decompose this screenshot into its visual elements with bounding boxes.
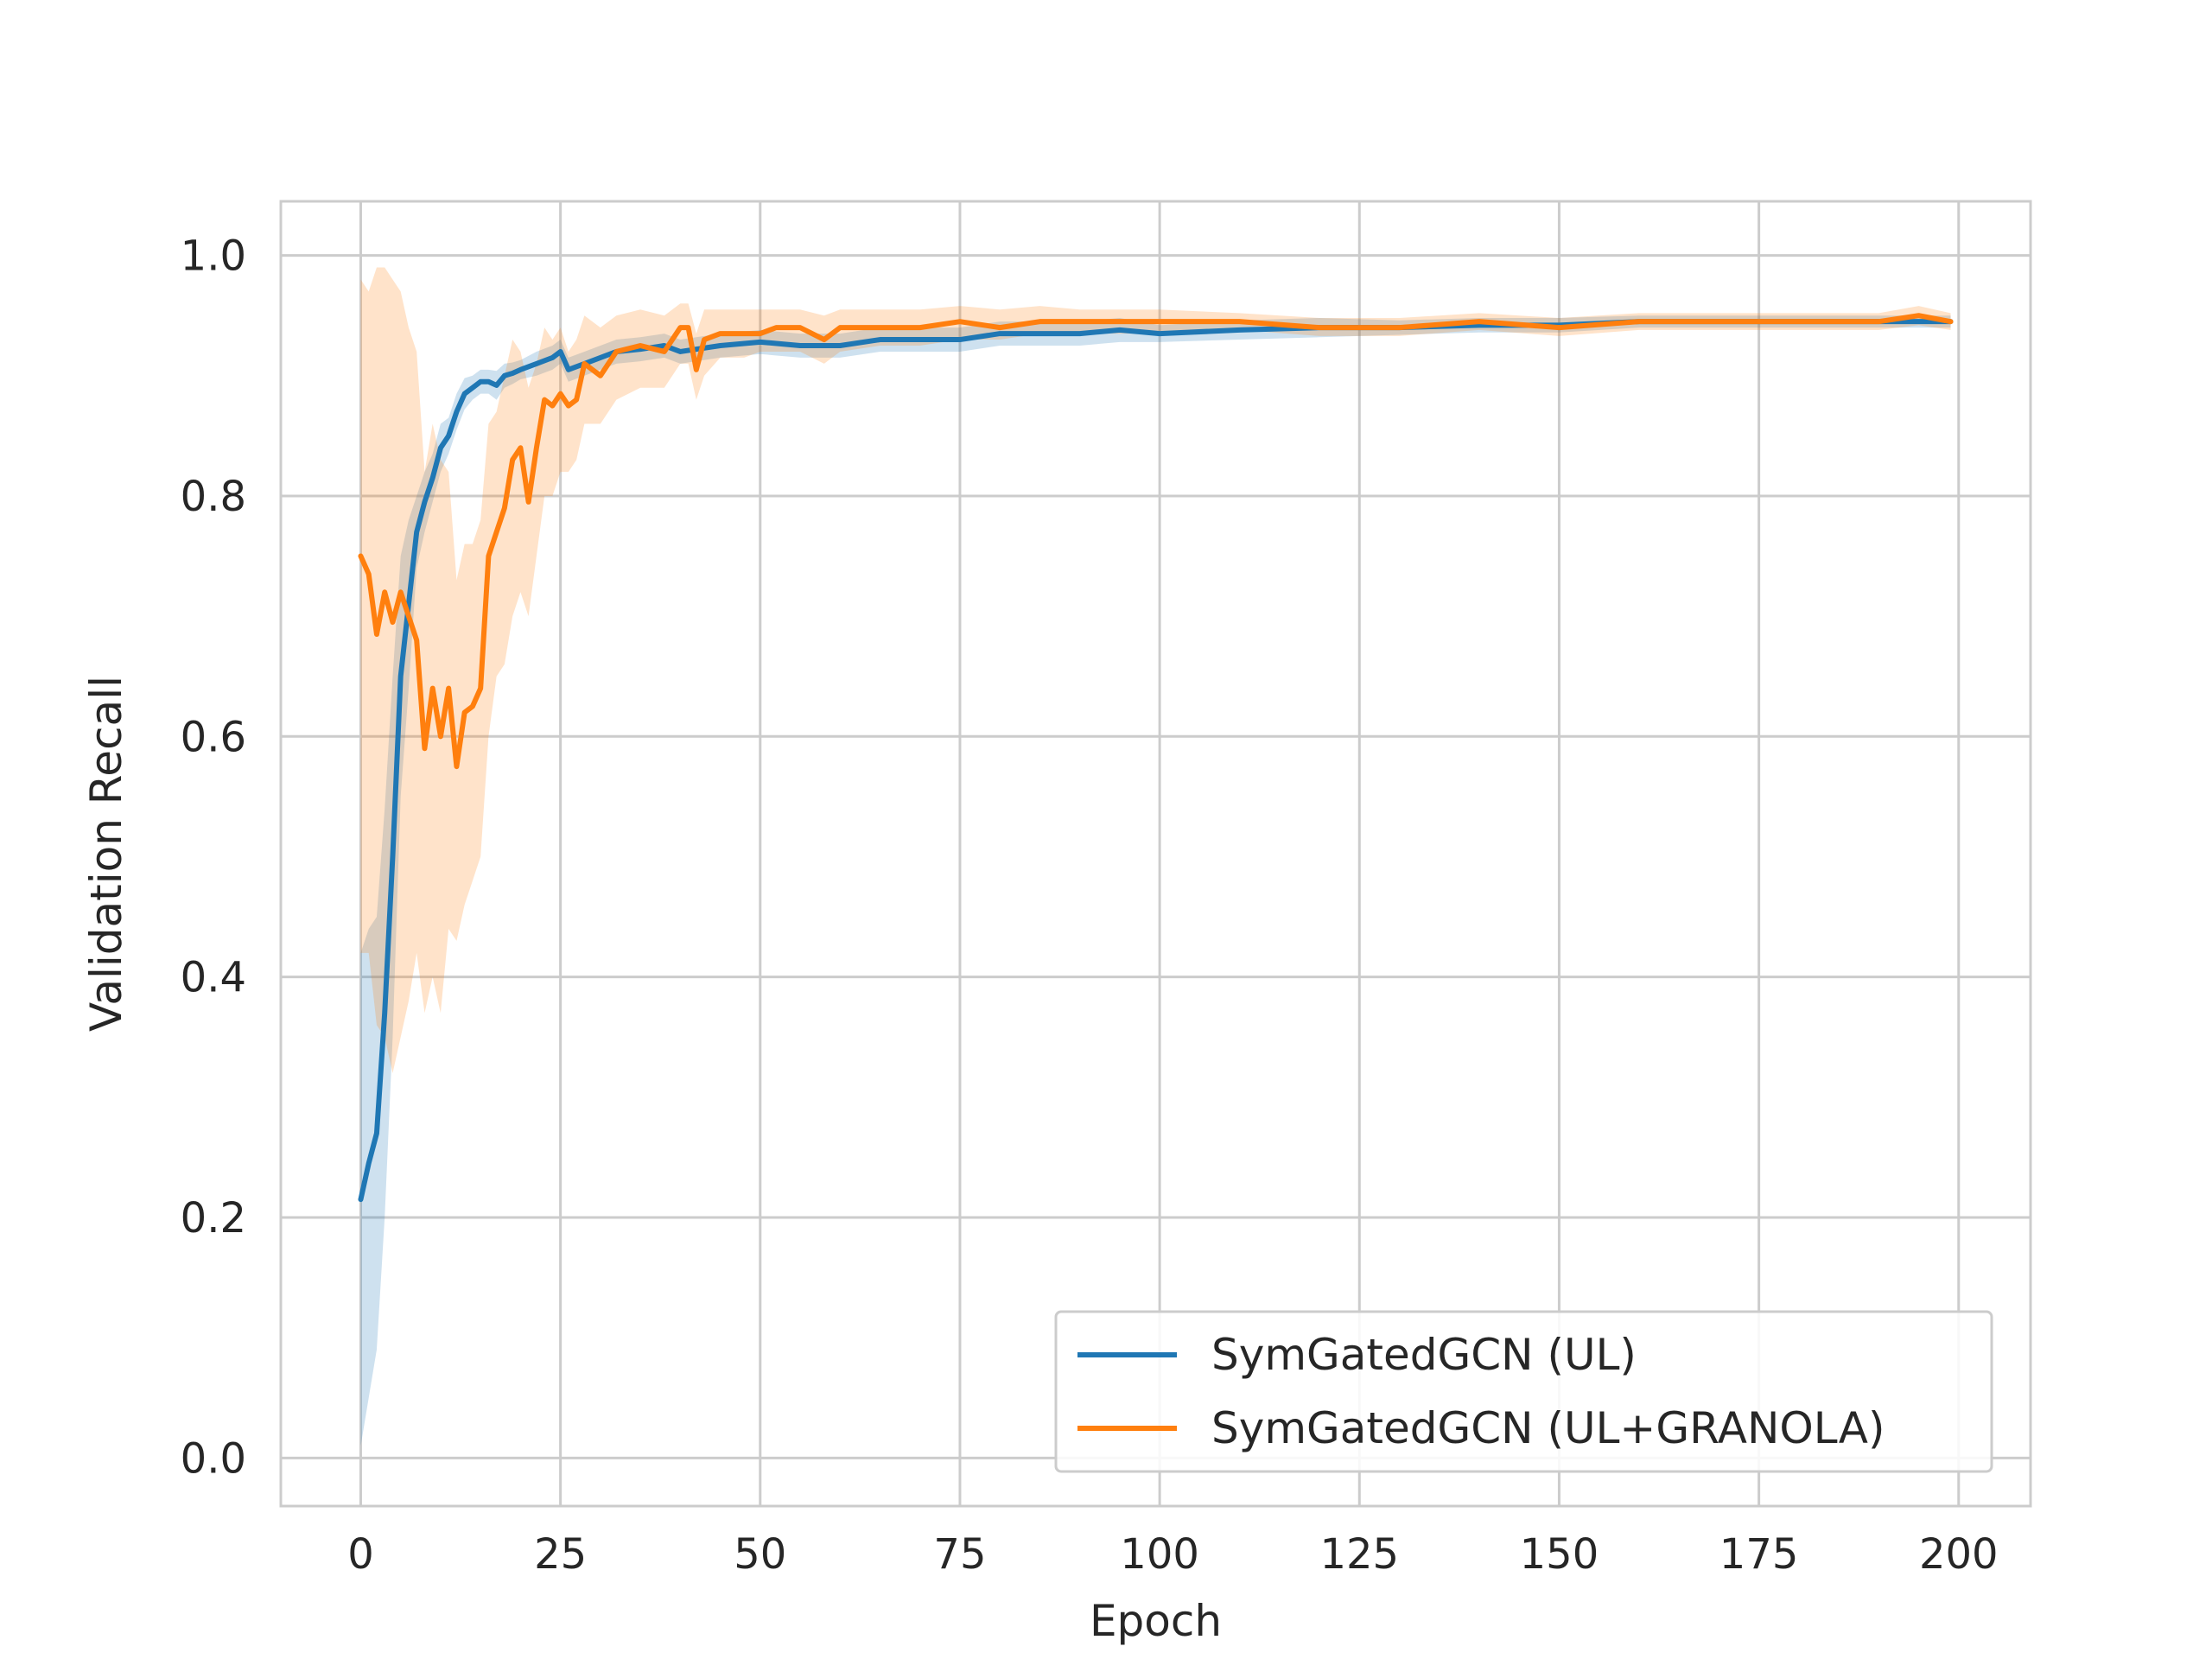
y-tick-label: 0.4: [181, 954, 246, 1002]
y-tick-label: 0.0: [181, 1434, 246, 1483]
y-tick-labels: 0.0 0.2 0.4 0.6 0.8 1.0: [181, 232, 246, 1484]
x-tick-label: 175: [1719, 1530, 1799, 1579]
x-tick-labels: 0 25 50 75 100 125 150 175 200: [347, 1530, 1998, 1579]
plot-frame: [279, 200, 2032, 1508]
legend-label-ul: SymGatedGCN (UL): [1211, 1330, 1637, 1380]
x-tick-label: 0: [347, 1530, 374, 1579]
x-tick-label: 125: [1319, 1530, 1399, 1579]
legend-box: [1054, 1310, 1993, 1473]
x-tick-label: 150: [1520, 1530, 1599, 1579]
y-tick-label: 0.2: [181, 1194, 246, 1243]
x-tick-label: 25: [534, 1530, 587, 1579]
series-lines: [358, 313, 1954, 1203]
line-series-0: [358, 319, 1954, 1203]
x-axis-label: Epoch: [1090, 1596, 1222, 1646]
x-tick-label: 75: [933, 1530, 986, 1579]
line-series-1: [358, 313, 1954, 770]
y-tick-label: 0.8: [181, 473, 246, 521]
legend: SymGatedGCN (UL) SymGatedGCN (UL+GRANOLA…: [1054, 1310, 1993, 1473]
legend-label-ul-granola: SymGatedGCN (UL+GRANOLA): [1211, 1403, 1885, 1453]
y-axis-label: Validation Recall: [81, 676, 131, 1032]
y-tick-label: 0.6: [181, 713, 246, 761]
x-tick-label: 100: [1120, 1530, 1199, 1579]
x-tick-label: 50: [734, 1530, 786, 1579]
x-tick-label: 200: [1919, 1530, 1999, 1579]
y-tick-label: 1.0: [181, 232, 246, 281]
